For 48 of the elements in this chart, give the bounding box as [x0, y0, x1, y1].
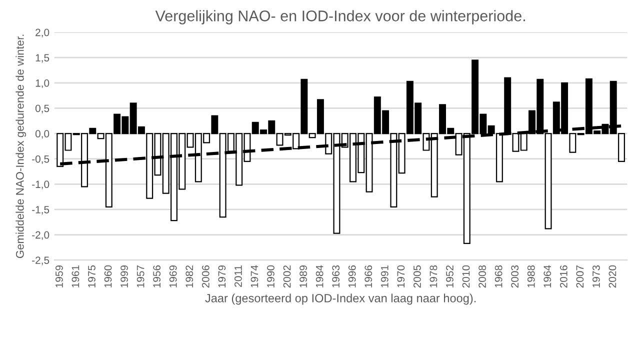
x-tick-label: 1979	[218, 265, 226, 288]
x-tick-label: 2011	[234, 265, 242, 287]
x-tick-label: 2010	[462, 265, 470, 288]
y-tick-label: 0,0	[35, 130, 50, 139]
y-tick-label: 0,5	[35, 104, 50, 114]
x-tick-label: 1991	[380, 265, 388, 288]
x-tick-label: 2007	[576, 265, 584, 288]
x-tick-label: 1973	[592, 265, 600, 288]
y-tick-label: -2,0	[32, 231, 50, 240]
x-axis-title: Jaar (gesorteerd op IOD-Index van laag naar hoog).	[205, 294, 476, 305]
x-tick-label: 1960	[104, 265, 112, 288]
x-tick-label: 2002	[283, 265, 291, 288]
x-tick-label: 1989	[300, 265, 307, 288]
x-tick-label: 1984	[316, 265, 324, 288]
x-tick-label: 1988	[527, 265, 535, 288]
y-tick-label: 1,5	[36, 54, 50, 63]
y-tick-label: 1,0	[36, 79, 50, 88]
x-tick-label: 2020	[608, 265, 616, 288]
x-tick-label: 2006	[202, 265, 210, 288]
chart-title: Vergelijking NAO- en IOD-Index voor de winterperiode.	[155, 10, 525, 24]
x-tick-label: 1978	[430, 265, 438, 288]
x-tick-label: 1961	[72, 265, 80, 288]
x-tick-label: 1974	[250, 265, 258, 288]
x-tick-label: 1968	[494, 265, 502, 288]
x-tick-label: 1999	[120, 265, 128, 288]
y-tick-label: -2,5	[32, 256, 50, 266]
x-tick-label: 1975	[88, 265, 96, 288]
x-tick-label: 1956	[153, 265, 161, 288]
y-axis-title: Gemiddelde NAO-Index gedurende de winter.	[16, 34, 26, 258]
x-tick-label: 1952	[446, 265, 454, 288]
y-tick-label: -0,5	[32, 155, 50, 164]
y-tick-label: -1,5	[32, 206, 50, 215]
x-tick-label: 1963	[332, 265, 340, 288]
x-tick-label: 1964	[544, 265, 552, 288]
y-tick-label: -1,0	[32, 180, 50, 190]
x-tick-label: 1959	[56, 265, 63, 288]
x-tick-label: 2003	[511, 265, 519, 288]
x-tick-label: 1990	[267, 265, 274, 288]
y-tick-label: 2,0	[36, 28, 50, 38]
x-tick-label: 1970	[397, 265, 405, 288]
x-tick-label: 2005	[414, 265, 421, 288]
x-tick-label: 2016	[560, 265, 568, 288]
x-tick-label: 1969	[169, 265, 177, 288]
x-tick-label: 2008	[478, 265, 486, 288]
x-tick-label: 1957	[136, 265, 144, 288]
x-tick-label: 1966	[364, 265, 372, 288]
x-tick-label: 1996	[348, 265, 356, 288]
x-tick-label: 1982	[186, 265, 194, 288]
